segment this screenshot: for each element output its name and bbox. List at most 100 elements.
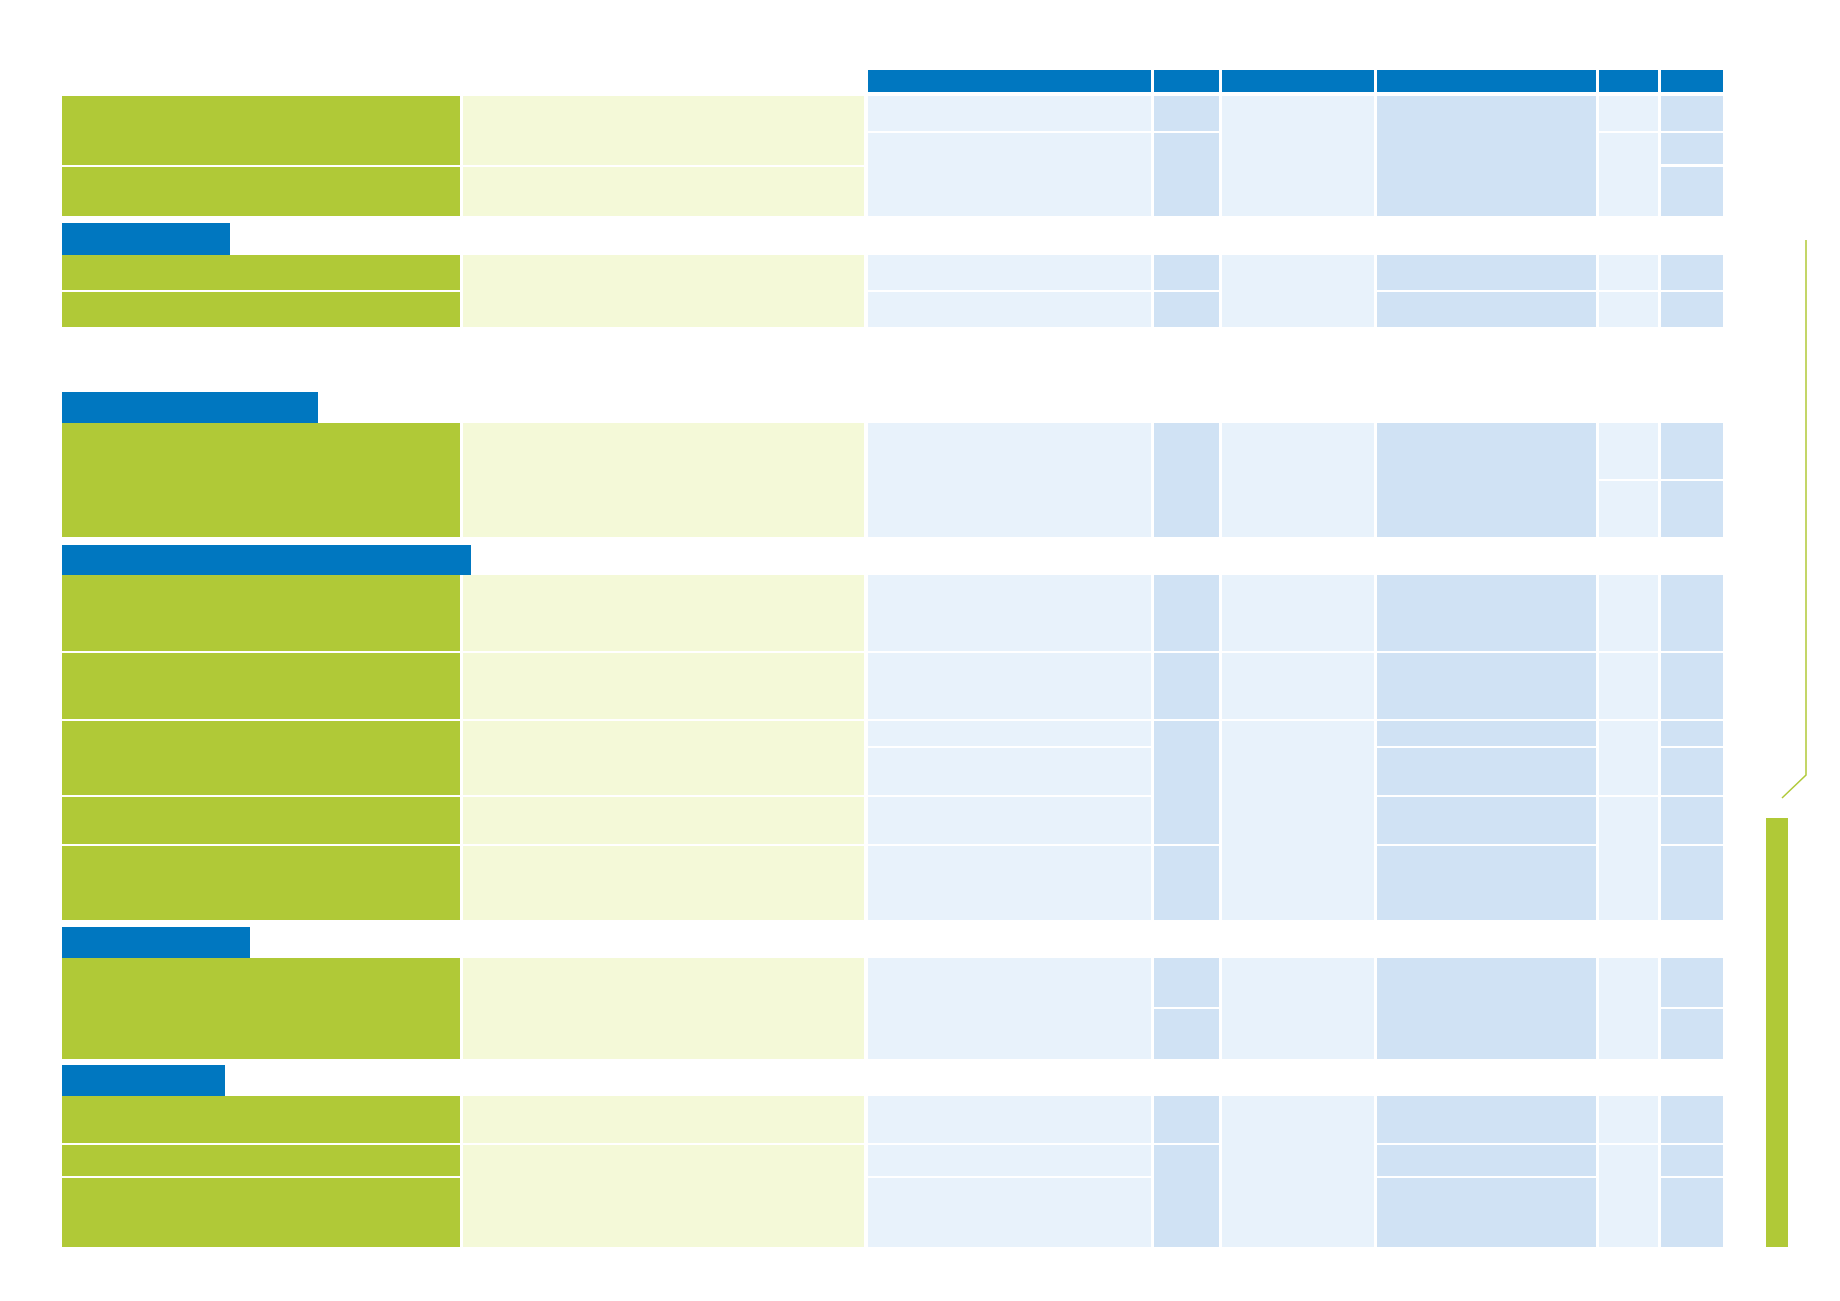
row-description bbox=[463, 721, 864, 795]
table-cell bbox=[1661, 958, 1723, 1007]
table-cell bbox=[1661, 1178, 1723, 1247]
table-cell bbox=[868, 423, 1151, 537]
row-description bbox=[463, 1096, 864, 1143]
table-cell bbox=[1599, 721, 1658, 795]
table-cell bbox=[1154, 721, 1219, 844]
table-cell bbox=[1222, 96, 1374, 216]
table-cell bbox=[1154, 846, 1219, 920]
table-cell bbox=[868, 748, 1151, 795]
table-cell bbox=[1661, 653, 1723, 719]
table-cell bbox=[1661, 481, 1723, 537]
table-cell bbox=[1377, 721, 1596, 746]
row-label bbox=[62, 797, 460, 844]
table-cell bbox=[1154, 958, 1219, 1007]
table-cell bbox=[1599, 575, 1658, 651]
table-cell bbox=[1377, 1145, 1596, 1176]
table-cell bbox=[868, 721, 1151, 746]
table-cell bbox=[1599, 133, 1658, 216]
row-description bbox=[463, 1145, 864, 1247]
table-cell bbox=[1154, 653, 1219, 719]
row-label bbox=[62, 846, 460, 920]
section-header bbox=[62, 392, 318, 423]
header-col-6 bbox=[1661, 70, 1723, 92]
table-cell bbox=[1154, 133, 1219, 216]
header-col-5 bbox=[1599, 70, 1658, 92]
row-description bbox=[463, 797, 864, 844]
table-cell bbox=[1599, 653, 1658, 719]
row-label bbox=[62, 653, 460, 719]
table-cell bbox=[1661, 292, 1723, 327]
table-cell bbox=[868, 133, 1151, 216]
table-cell bbox=[1377, 96, 1596, 216]
table-cell bbox=[868, 846, 1151, 920]
table-cell bbox=[1661, 575, 1723, 651]
table-cell bbox=[1154, 1145, 1219, 1247]
row-label bbox=[62, 96, 460, 165]
table-cell bbox=[868, 96, 1151, 131]
table-cell bbox=[868, 292, 1151, 327]
table-cell bbox=[1377, 1178, 1596, 1247]
side-bar-decoration bbox=[1766, 818, 1788, 1247]
table-cell bbox=[1154, 423, 1219, 537]
table-cell bbox=[1599, 1096, 1658, 1143]
table-cell bbox=[1377, 958, 1596, 1059]
table-cell bbox=[1377, 797, 1596, 844]
table-cell bbox=[1377, 748, 1596, 795]
table-cell bbox=[1154, 1009, 1219, 1059]
row-description bbox=[463, 96, 864, 165]
table-cell bbox=[868, 575, 1151, 651]
row-description bbox=[463, 255, 864, 327]
table-cell bbox=[1154, 1096, 1219, 1143]
row-label bbox=[62, 1096, 460, 1143]
header-col-1 bbox=[868, 70, 1151, 92]
row-description bbox=[463, 575, 864, 651]
table-cell bbox=[1154, 96, 1219, 131]
bracket-line-decoration bbox=[1781, 240, 1807, 799]
row-label bbox=[62, 721, 460, 795]
table-cell bbox=[868, 1096, 1151, 1143]
row-label bbox=[62, 575, 460, 651]
table-cell bbox=[868, 958, 1151, 1059]
table-cell bbox=[1222, 575, 1374, 651]
table-cell bbox=[868, 653, 1151, 719]
table-cell bbox=[1661, 846, 1723, 920]
table-cell bbox=[1154, 575, 1219, 651]
table-cell bbox=[1599, 481, 1658, 537]
row-label bbox=[62, 255, 460, 290]
table-cell bbox=[1154, 292, 1219, 327]
table-cell bbox=[1661, 423, 1723, 479]
table-cell bbox=[868, 255, 1151, 290]
section-header bbox=[62, 223, 230, 255]
row-description bbox=[463, 958, 864, 1059]
row-description bbox=[463, 653, 864, 719]
section-header bbox=[62, 927, 250, 958]
table-cell bbox=[1377, 255, 1596, 290]
section-header bbox=[62, 1065, 225, 1096]
table-cell bbox=[868, 1178, 1151, 1247]
table-cell bbox=[1599, 797, 1658, 920]
table-cell bbox=[1377, 423, 1596, 537]
table-cell bbox=[1661, 721, 1723, 746]
header-col-2 bbox=[1154, 70, 1219, 92]
table-cell bbox=[1661, 1145, 1723, 1176]
row-description bbox=[463, 846, 864, 920]
table-cell bbox=[1661, 797, 1723, 844]
table-cell bbox=[1377, 846, 1596, 920]
table-cell bbox=[1222, 721, 1374, 920]
row-description bbox=[463, 167, 864, 216]
table-cell bbox=[1599, 958, 1658, 1059]
table-cell bbox=[868, 1145, 1151, 1176]
table-cell bbox=[1661, 1096, 1723, 1143]
table-cell bbox=[1222, 423, 1374, 537]
table-cell bbox=[1222, 653, 1374, 719]
table-cell bbox=[1661, 748, 1723, 795]
table-cell bbox=[1661, 1009, 1723, 1059]
table-cell bbox=[1661, 133, 1723, 164]
table-cell bbox=[1599, 96, 1658, 131]
row-label bbox=[62, 958, 460, 1059]
row-label bbox=[62, 423, 460, 537]
row-label bbox=[62, 292, 460, 327]
table-cell bbox=[1222, 958, 1374, 1059]
row-description bbox=[463, 423, 864, 537]
header-col-4 bbox=[1377, 70, 1596, 92]
